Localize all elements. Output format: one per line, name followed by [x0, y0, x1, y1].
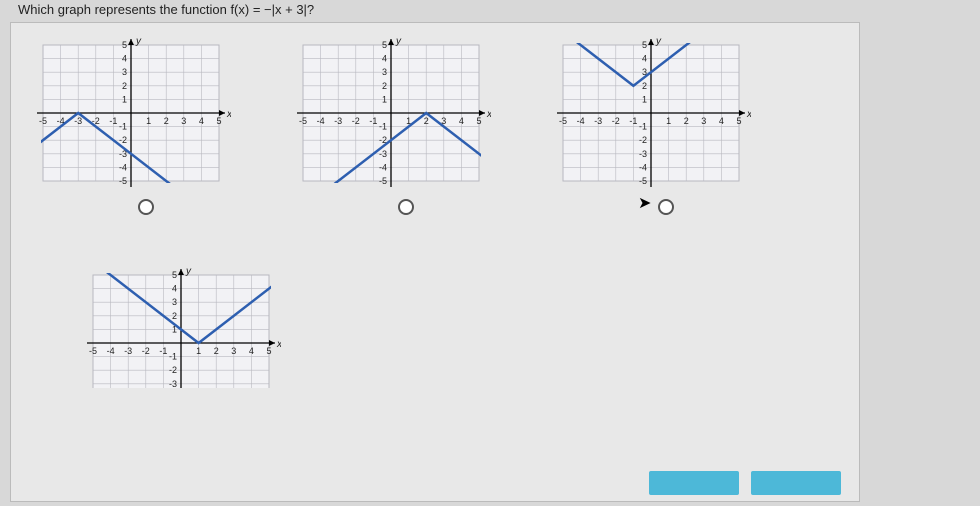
svg-text:1: 1 — [382, 94, 387, 104]
svg-text:-1: -1 — [379, 122, 387, 132]
svg-text:4: 4 — [249, 346, 254, 356]
svg-text:5: 5 — [736, 116, 741, 126]
svg-text:-2: -2 — [612, 116, 620, 126]
svg-text:2: 2 — [164, 116, 169, 126]
svg-text:1: 1 — [666, 116, 671, 126]
action-button-2[interactable] — [751, 471, 841, 495]
svg-text:-1: -1 — [639, 122, 647, 132]
action-button-1[interactable] — [649, 471, 739, 495]
svg-text:-4: -4 — [379, 162, 387, 172]
question-text: Which graph represents the function f(x)… — [18, 2, 314, 17]
svg-text:-2: -2 — [119, 135, 127, 145]
radio-option-a[interactable] — [138, 199, 154, 215]
svg-text:-5: -5 — [559, 116, 567, 126]
svg-text:5: 5 — [216, 116, 221, 126]
svg-text:-3: -3 — [639, 149, 647, 159]
svg-text:y: y — [655, 36, 662, 47]
svg-text:2: 2 — [172, 311, 177, 321]
svg-text:-2: -2 — [169, 365, 177, 375]
svg-text:3: 3 — [122, 67, 127, 77]
svg-text:4: 4 — [382, 54, 387, 64]
svg-text:-4: -4 — [119, 162, 127, 172]
svg-text:y: y — [185, 266, 192, 277]
svg-text:2: 2 — [214, 346, 219, 356]
svg-text:-3: -3 — [379, 149, 387, 159]
svg-text:1: 1 — [146, 116, 151, 126]
svg-text:y: y — [395, 36, 402, 47]
svg-text:3: 3 — [181, 116, 186, 126]
svg-text:-5: -5 — [639, 176, 647, 186]
svg-text:-2: -2 — [142, 346, 150, 356]
svg-text:-1: -1 — [169, 352, 177, 362]
svg-text:5: 5 — [476, 116, 481, 126]
chart-option-a[interactable]: -5-4-3-2-112345-5-4-3-2-112345xy — [31, 33, 261, 233]
answer-panel: -5-4-3-2-112345-5-4-3-2-112345xy-5-4-3-2… — [10, 22, 860, 502]
svg-text:3: 3 — [382, 67, 387, 77]
svg-text:x: x — [276, 339, 281, 350]
svg-text:-1: -1 — [109, 116, 117, 126]
svg-text:y: y — [135, 36, 142, 47]
svg-text:-3: -3 — [594, 116, 602, 126]
svg-text:-4: -4 — [577, 116, 585, 126]
svg-text:2: 2 — [684, 116, 689, 126]
svg-text:2: 2 — [382, 81, 387, 91]
svg-text:-5: -5 — [39, 116, 47, 126]
svg-text:x: x — [486, 109, 491, 120]
svg-text:2: 2 — [122, 81, 127, 91]
svg-text:-4: -4 — [639, 162, 647, 172]
svg-text:5: 5 — [382, 40, 387, 50]
svg-text:-2: -2 — [639, 135, 647, 145]
svg-text:x: x — [746, 109, 751, 120]
chart-option-d[interactable]: -5-4-3-2-112345-5-4-3-2-112345xy — [81, 263, 311, 463]
svg-text:4: 4 — [199, 116, 204, 126]
svg-text:1: 1 — [642, 94, 647, 104]
svg-text:-3: -3 — [169, 379, 177, 388]
svg-text:4: 4 — [172, 284, 177, 294]
svg-text:5: 5 — [122, 40, 127, 50]
svg-text:-5: -5 — [379, 176, 387, 186]
svg-text:4: 4 — [122, 54, 127, 64]
svg-text:-3: -3 — [124, 346, 132, 356]
svg-text:x: x — [226, 109, 231, 120]
chart-option-b[interactable]: -5-4-3-2-112345-5-4-3-2-112345xy — [291, 33, 521, 233]
svg-text:1: 1 — [122, 94, 127, 104]
svg-text:-5: -5 — [299, 116, 307, 126]
svg-text:-1: -1 — [369, 116, 377, 126]
radio-option-c[interactable] — [658, 199, 674, 215]
svg-text:-5: -5 — [119, 176, 127, 186]
svg-text:4: 4 — [719, 116, 724, 126]
svg-text:3: 3 — [231, 346, 236, 356]
svg-text:1: 1 — [196, 346, 201, 356]
svg-text:3: 3 — [701, 116, 706, 126]
svg-text:2: 2 — [642, 81, 647, 91]
svg-text:-4: -4 — [317, 116, 325, 126]
svg-text:-5: -5 — [89, 346, 97, 356]
svg-text:2: 2 — [424, 116, 429, 126]
svg-text:-2: -2 — [352, 116, 360, 126]
svg-text:3: 3 — [172, 297, 177, 307]
svg-text:-4: -4 — [107, 346, 115, 356]
chart-option-c[interactable]: -5-4-3-2-112345-5-4-3-2-112345xy➤ — [551, 33, 781, 233]
svg-text:5: 5 — [266, 346, 271, 356]
svg-text:-3: -3 — [334, 116, 342, 126]
svg-text:5: 5 — [642, 40, 647, 50]
svg-text:-1: -1 — [159, 346, 167, 356]
svg-text:4: 4 — [642, 54, 647, 64]
svg-text:-3: -3 — [74, 116, 82, 126]
svg-text:-1: -1 — [119, 122, 127, 132]
svg-text:5: 5 — [172, 270, 177, 280]
svg-text:4: 4 — [459, 116, 464, 126]
svg-text:-1: -1 — [629, 116, 637, 126]
radio-option-b[interactable] — [398, 199, 414, 215]
cursor-icon: ➤ — [638, 193, 651, 213]
